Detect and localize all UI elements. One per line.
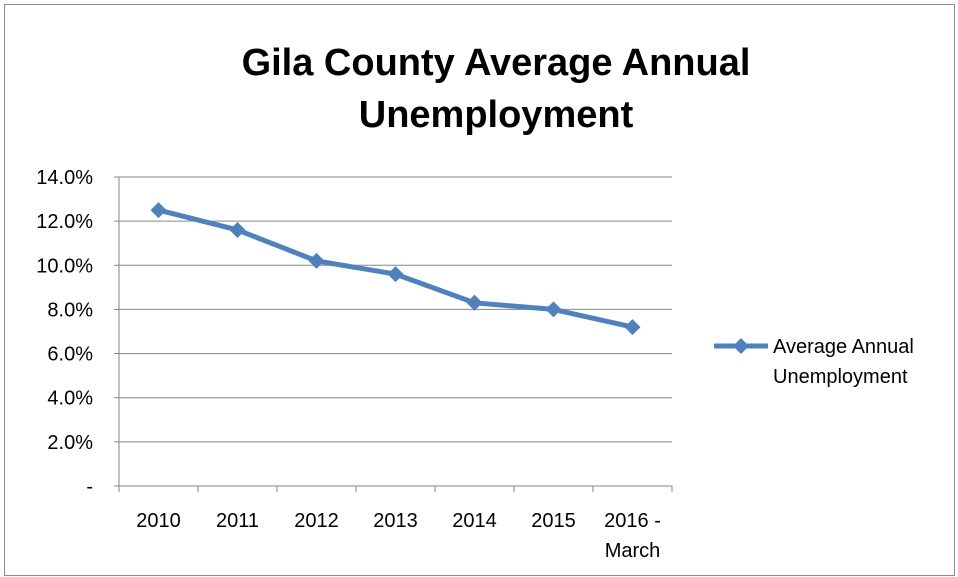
y-tick-label: 10.0% [36, 255, 93, 277]
x-tick-label: 2011 [216, 510, 259, 532]
gridlines [119, 176, 672, 443]
legend-label: Average Annual [773, 336, 914, 358]
data-point-marker [308, 252, 325, 269]
data-point-marker [545, 301, 562, 318]
data-point-marker [624, 319, 641, 336]
x-tick-label: March [605, 540, 661, 562]
y-tick-label: 4.0% [47, 388, 93, 410]
x-tick-label: 2013 [373, 510, 418, 532]
y-tick-label: 14.0% [36, 167, 93, 189]
data-point-marker [466, 294, 483, 311]
x-tick-label: 2012 [294, 510, 339, 532]
legend-marker [733, 338, 749, 354]
series-line [150, 202, 641, 336]
axes [114, 176, 673, 492]
y-tick-labels: - 2.0% 4.0% 6.0% 8.0% 10.0% 12.0% 14.0% [36, 167, 93, 498]
x-tick-labels: 2010 2011 2012 2013 2014 2015 2016 - March [136, 510, 661, 562]
legend: Average Annual Unemployment [714, 336, 914, 388]
y-tick-label: 8.0% [47, 299, 93, 321]
y-tick-label: 2.0% [47, 432, 93, 454]
y-tick-label: - [86, 476, 93, 498]
y-tick-label: 12.0% [36, 211, 93, 233]
data-point-marker [150, 202, 167, 219]
data-point-marker [387, 266, 404, 283]
y-tick-label: 6.0% [47, 344, 93, 366]
x-tick-label: 2010 [136, 510, 181, 532]
x-tick-label: 2014 [452, 510, 497, 532]
x-tick-label: 2016 - [604, 510, 661, 532]
chart-title-line: Unemployment [359, 94, 634, 136]
chart-title: Gila County Average Annual Unemployment [242, 42, 751, 136]
legend-label: Unemployment [773, 366, 908, 388]
x-tick-label: 2015 [531, 510, 576, 532]
chart-frame: Gila County Average Annual Unemployment -… [4, 4, 955, 576]
data-point-marker [229, 221, 246, 238]
line-chart: Gila County Average Annual Unemployment -… [36, 42, 914, 562]
chart-title-line: Gila County Average Annual [242, 42, 751, 84]
